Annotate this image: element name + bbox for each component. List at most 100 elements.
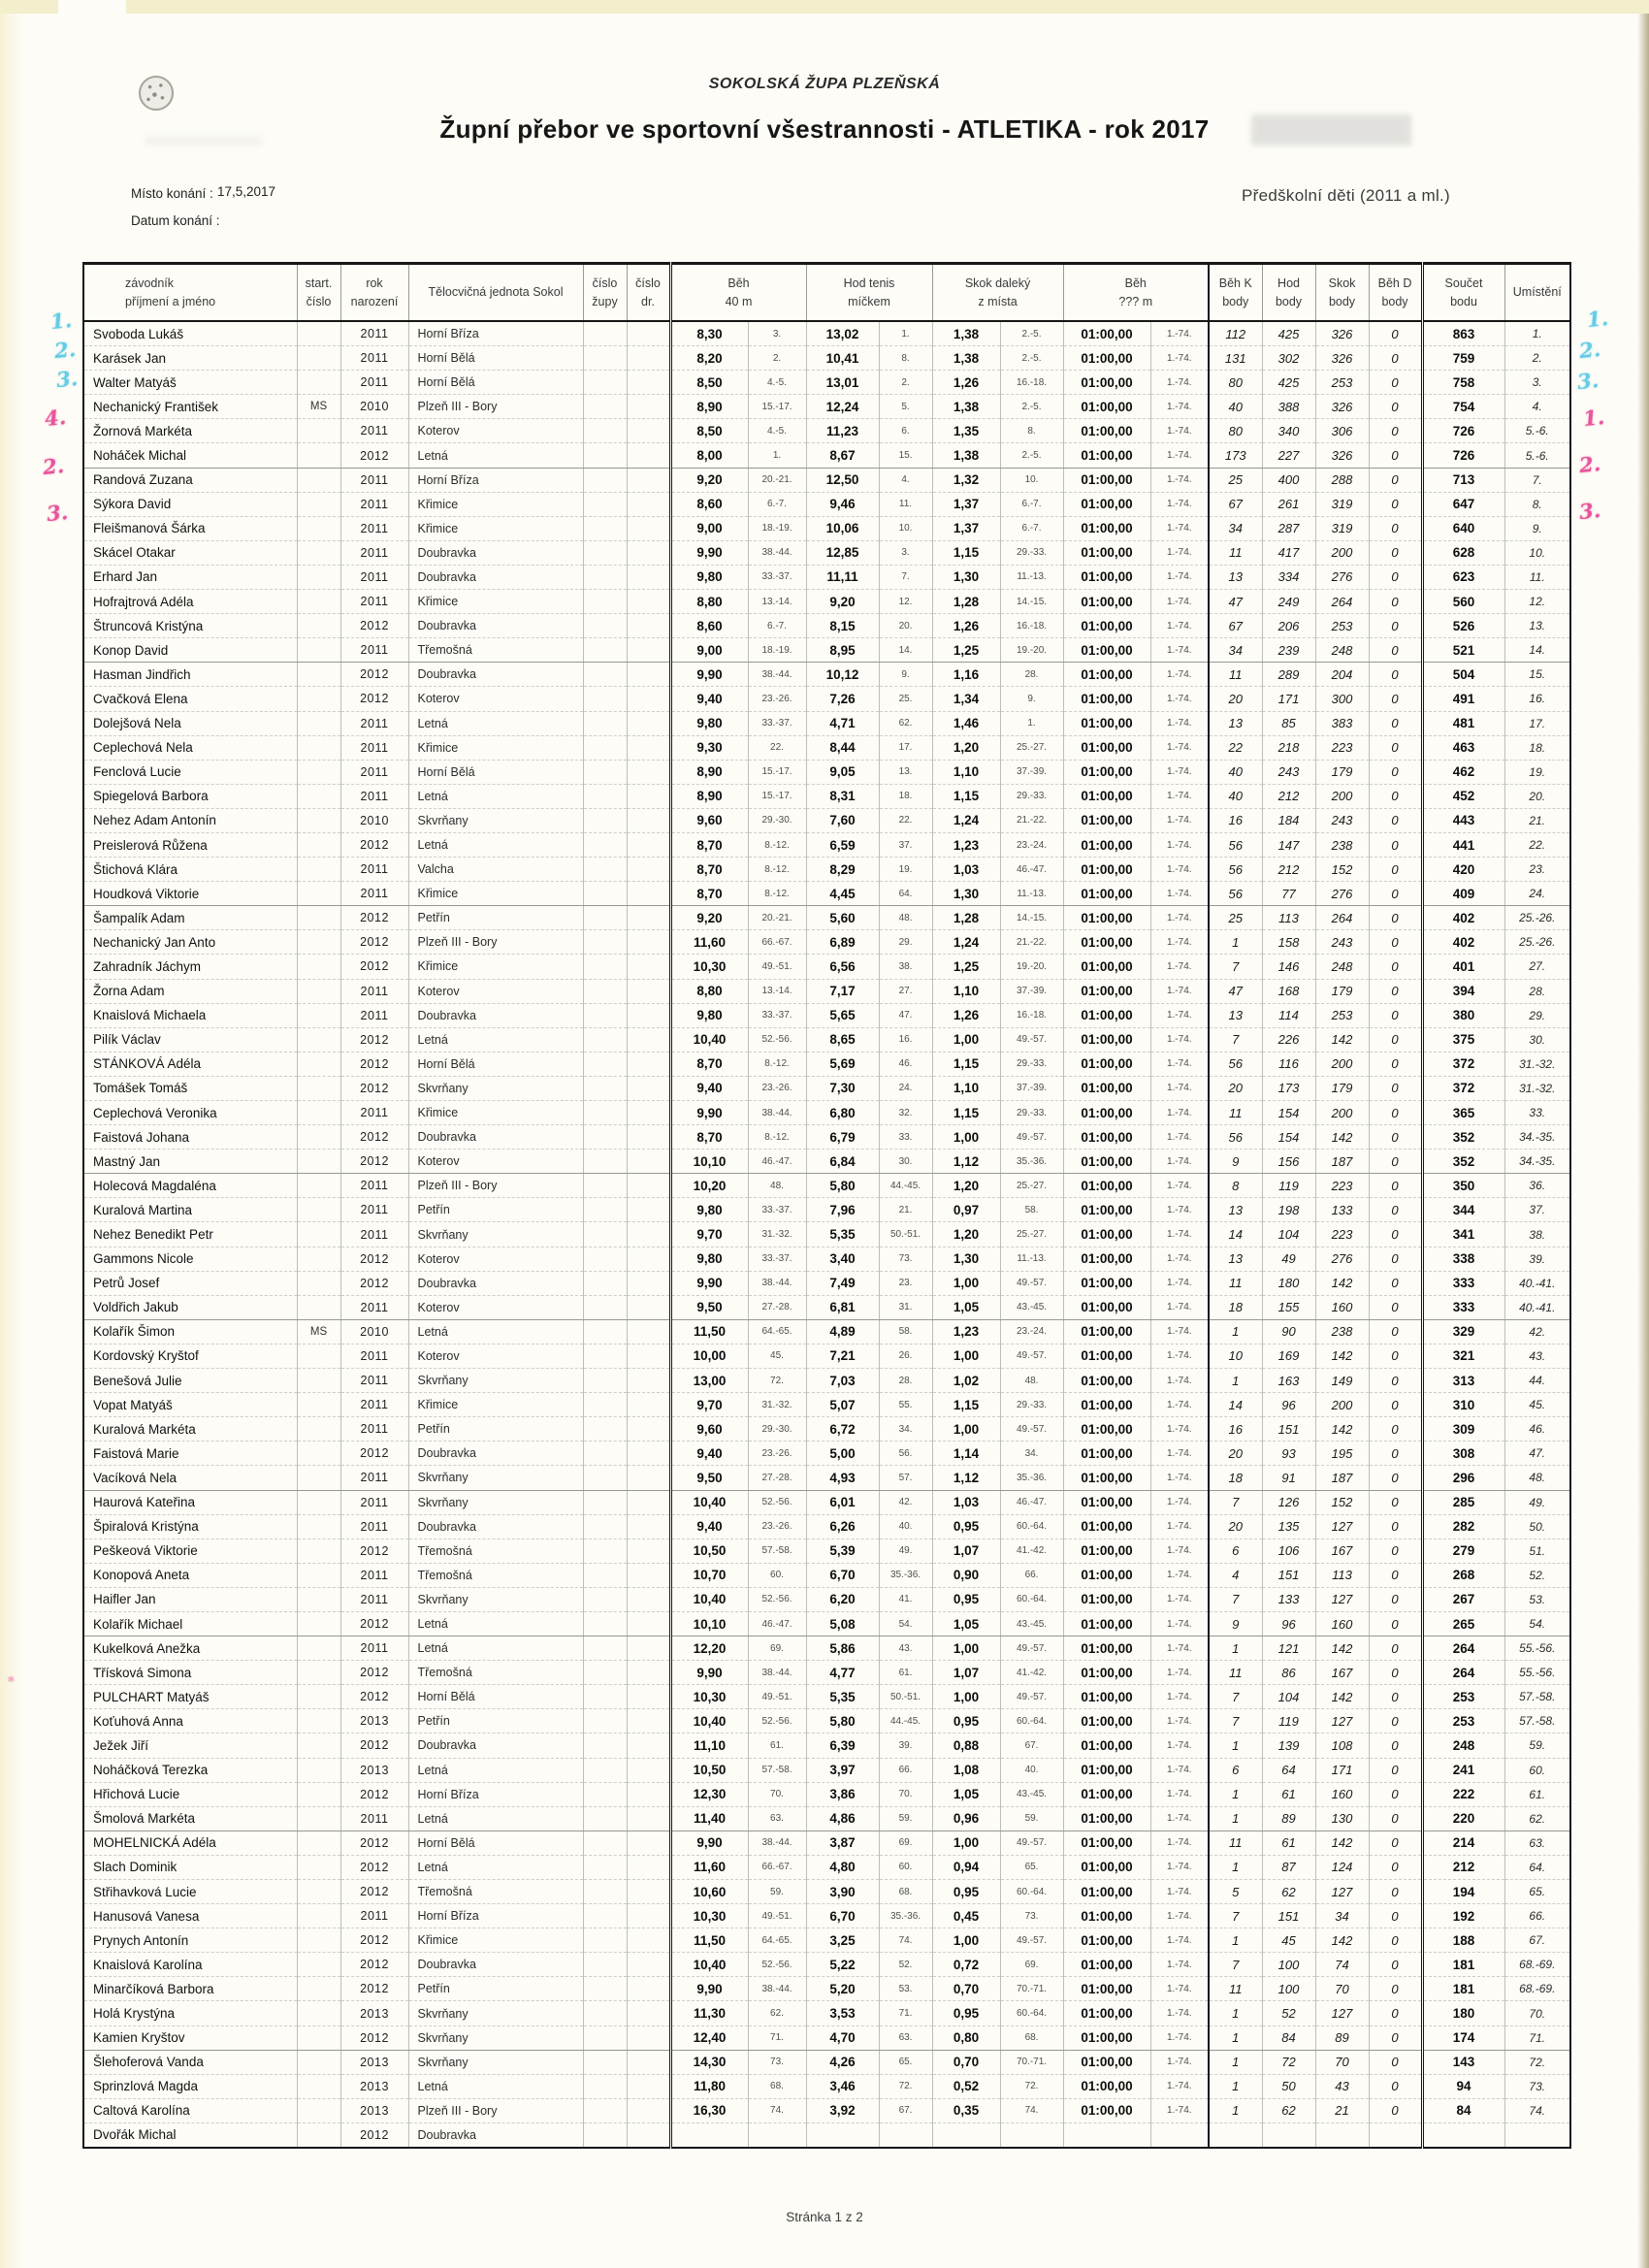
table-cell-soucet: 481 — [1420, 711, 1505, 736]
table-cell-behk: 11 — [1208, 1100, 1263, 1126]
table-cell-skokb: 108 — [1314, 1733, 1370, 1759]
table-cell-hodb: 154 — [1261, 1124, 1316, 1150]
table-cell-start — [296, 516, 340, 541]
table-cell-start — [296, 1173, 340, 1199]
table-cell-behk: 9 — [1208, 1149, 1263, 1175]
table-cell-beh: 01:00,00 — [1062, 905, 1151, 931]
table-cell-name: Špiralová Kristýna — [82, 1514, 297, 1539]
table-cell-behd: 0 — [1368, 1636, 1423, 1662]
scan-smudge — [1251, 114, 1411, 146]
table-cell-hodb: 90 — [1261, 1319, 1316, 1345]
table-row: Šampalík Adam 2012 Petřín 9,20 20.-21. 5,60 48… — [82, 905, 1571, 931]
table-cell-hodr: 22. — [878, 808, 933, 833]
table-cell-beh40r: 66.-67. — [747, 1855, 807, 1881]
table-cell-dr — [626, 1708, 670, 1734]
table-cell-soucet: 352 — [1420, 1124, 1505, 1150]
table-cell-year: 2011 — [340, 1806, 408, 1831]
table-cell-soucet: 352 — [1420, 1149, 1505, 1175]
table-cell-soucet: 463 — [1420, 735, 1505, 761]
table-cell-beh40r: 18.-19. — [747, 516, 807, 541]
table-cell-name: Hasman Jindřich — [82, 662, 297, 688]
table-cell-hodb: 249 — [1261, 589, 1316, 615]
table-cell-hodr: 44.-45. — [878, 1173, 933, 1199]
table-cell-behr: 1.-74. — [1149, 1758, 1210, 1783]
table-cell-hod: 6,20 — [805, 1587, 880, 1612]
table-cell-behd: 0 — [1368, 1782, 1423, 1807]
table-cell-year: 2011 — [340, 735, 408, 761]
table-row: Petrů Josef 2012 Doubravka 9,90 38.-44. 7,49 2… — [82, 1271, 1571, 1296]
table-row: Nechanický Jan Anto 2012 Plzeň III - Bory 1… — [82, 929, 1571, 956]
table-cell-zupa — [582, 1003, 627, 1028]
table-row: Kuralová Martina 2011 Petřín 9,80 33.-37. 7,9… — [82, 1197, 1571, 1223]
table-cell-um: 7. — [1504, 468, 1571, 493]
table-cell-um: 42. — [1504, 1319, 1571, 1345]
table-cell-beh: 01:00,00 — [1062, 1587, 1151, 1612]
col-header-start-number: start. číslo — [296, 263, 340, 322]
table-cell-start — [296, 905, 340, 931]
table-cell-hod: 6,59 — [805, 832, 880, 859]
table-cell-skokb: 43 — [1314, 2074, 1370, 2099]
table-cell-beh: 01:00,00 — [1062, 394, 1151, 420]
table-cell-behr: 1.-74. — [1149, 1441, 1210, 1467]
table-cell-zupa — [582, 492, 627, 517]
table-cell-name: Slach Dominik — [82, 1855, 297, 1881]
table-cell-hod: 7,17 — [805, 979, 880, 1004]
table-cell-hodb: 121 — [1261, 1636, 1316, 1662]
table-cell-beh: 01:00,00 — [1062, 1928, 1151, 1954]
table-cell-behk: 7 — [1208, 1587, 1263, 1612]
table-cell-hod: 11,11 — [805, 565, 880, 591]
table-cell-start: MS — [296, 394, 340, 420]
table-cell-soucet: 248 — [1420, 1733, 1505, 1759]
table-cell-club: Doubravka — [407, 662, 583, 688]
table-cell-hodb: 61 — [1261, 1831, 1316, 1856]
table-cell-hodb: 180 — [1261, 1271, 1316, 1296]
table-cell-start — [296, 2050, 340, 2075]
table-cell-dr — [626, 1782, 670, 1807]
col-header-competitor: závodník příjmení a jméno — [82, 263, 297, 322]
table-cell-soucet: 279 — [1420, 1539, 1505, 1564]
table-cell-behr: 1.-74. — [1149, 370, 1210, 396]
table-cell-club: Křimice — [407, 492, 583, 517]
table-cell-skokb: 179 — [1314, 979, 1370, 1004]
table-cell-start — [296, 760, 340, 785]
table-cell-beh40: 9,90 — [668, 1100, 748, 1126]
table-cell-behd: 0 — [1368, 954, 1423, 980]
table-cell-club: Třemošná — [407, 1879, 583, 1905]
table-cell-hodr: 23. — [878, 1271, 933, 1296]
table-cell-hod: 6,81 — [805, 1295, 880, 1320]
table-cell-hodb: 417 — [1261, 540, 1316, 566]
table-cell-start — [296, 2122, 340, 2149]
table-cell-hod: 5,35 — [805, 1684, 880, 1710]
table-cell-behd: 0 — [1368, 1733, 1423, 1759]
table-row: Fleišmanová Šárka 2011 Křimice 9,00 18.-19. 1… — [82, 516, 1571, 541]
table-cell-zupa — [582, 1465, 627, 1491]
table-cell-skokb: 248 — [1314, 637, 1370, 664]
table-cell-year: 2011 — [340, 1173, 408, 1199]
table-cell-start — [296, 418, 340, 444]
table-cell-beh40: 10,40 — [668, 1587, 748, 1612]
table-cell-um: 25.-26. — [1504, 929, 1571, 956]
table-cell-year: 2011 — [340, 468, 408, 493]
table-cell-year: 2012 — [340, 686, 408, 712]
table-cell-club: Doubravka — [407, 1124, 583, 1150]
table-cell-beh40: 11,50 — [668, 1928, 748, 1954]
table-cell-dr — [626, 1173, 670, 1199]
table-cell-hodb: 334 — [1261, 565, 1316, 591]
table-cell-hodb: 64 — [1261, 1758, 1316, 1783]
table-cell-hodb: 206 — [1261, 613, 1316, 639]
handwritten-mark: 2. — [52, 336, 78, 364]
table-cell-zupa — [582, 1514, 627, 1539]
table-cell-skok: 1,08 — [931, 1758, 1001, 1783]
table-cell-skokb: 253 — [1314, 370, 1370, 396]
table-cell-zupa — [582, 2025, 627, 2051]
table-cell-skok: 1,16 — [931, 662, 1001, 688]
table-cell-behd: 0 — [1368, 1708, 1423, 1734]
table-cell-skokr — [999, 2122, 1064, 2149]
table-cell-behk: 1 — [1208, 2050, 1263, 2075]
table-cell-um: 34.-35. — [1504, 1149, 1571, 1175]
table-cell-skok: 0,95 — [931, 2000, 1001, 2026]
table-cell-hodr: 27. — [878, 979, 933, 1004]
table-cell-beh40r: 38.-44. — [747, 540, 807, 566]
table-cell-beh40r: 45. — [747, 1344, 807, 1370]
table-cell-beh40r: 15.-17. — [747, 394, 807, 420]
